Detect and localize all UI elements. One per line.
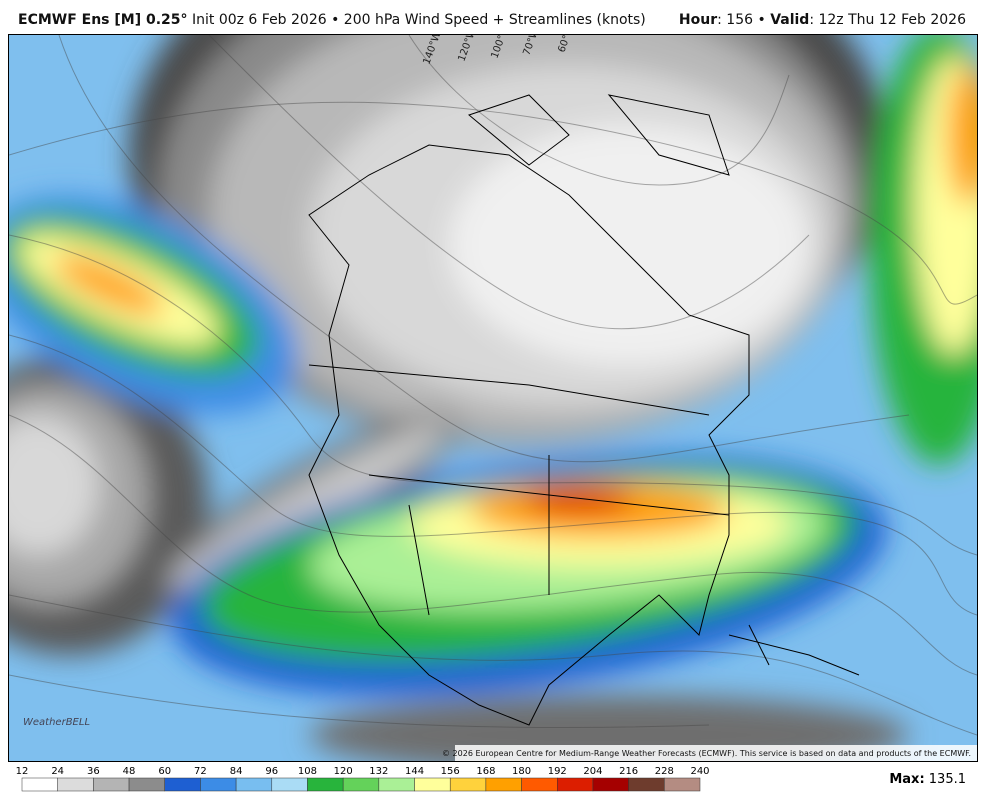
hour-value: : 156 • <box>717 12 766 28</box>
map: 140°W 120°W 100°W 70°W 60°W WeatherBELL © 20… <box>8 34 978 762</box>
colorbar-label: 156 <box>441 766 460 777</box>
color-swatch <box>93 777 130 792</box>
max: Max: 135.1 <box>889 772 966 787</box>
colorbar-label: 48 <box>123 766 136 777</box>
copyright: © 2026 European Centre for Medium-Range … <box>442 749 971 758</box>
max-label: Max: <box>889 772 925 787</box>
colorbar-label: 84 <box>230 766 243 777</box>
max-value: 135.1 <box>928 772 966 787</box>
copyright-bg <box>455 745 977 761</box>
color-swatch <box>521 777 558 792</box>
color-swatch <box>628 777 665 792</box>
colorbar-label: 12 <box>16 766 29 777</box>
colorbar-label: 216 <box>619 766 638 777</box>
description: Init 00z 6 Feb 2026 • 200 hPa Wind Speed… <box>191 12 646 28</box>
logo: WeatherBELL <box>23 717 90 728</box>
colorbar-label: 108 <box>298 766 317 777</box>
coastlines <box>308 94 860 726</box>
color-swatch <box>557 777 594 792</box>
color-swatch <box>592 777 629 792</box>
colorbar-label: 180 <box>512 766 531 777</box>
colorbar-label: 60 <box>158 766 171 777</box>
colorbar-label: 240 <box>690 766 709 777</box>
colorbar-label: 72 <box>194 766 207 777</box>
color-swatch <box>449 777 487 792</box>
colorbar-label: 168 <box>476 766 495 777</box>
color-swatch <box>414 777 451 792</box>
hour-label: Hour <box>678 12 718 28</box>
color-swatch <box>307 777 344 792</box>
colorbar-label: 36 <box>87 766 100 777</box>
color-swatch <box>57 777 94 792</box>
color-swatch <box>164 777 201 792</box>
color-swatch <box>378 777 415 792</box>
color-swatch <box>664 777 701 792</box>
title: ECMWF Ens [M] 0.25° Init 00z 6 Feb 2026 … <box>18 12 646 28</box>
color-swatch <box>485 777 522 792</box>
colorbar-label: 24 <box>51 766 64 777</box>
color-swatch <box>21 777 58 792</box>
model: ECMWF Ens [M] 0.25° <box>18 12 188 28</box>
colorbar-label: 204 <box>583 766 602 777</box>
colorbar-label: 228 <box>655 766 674 777</box>
wind-field <box>9 35 977 761</box>
color-swatch <box>128 777 165 792</box>
colorbar: 12 24 36 48 60 72 84 96 108 120 132 144 156 168 180 192… <box>16 766 710 792</box>
colorbar-label: 192 <box>548 766 567 777</box>
colorbar-label: 96 <box>265 766 278 777</box>
colorbar-label: 144 <box>405 766 424 777</box>
color-swatch <box>200 777 237 792</box>
color-swatch <box>235 777 273 792</box>
color-swatch <box>271 777 308 792</box>
color-swatch <box>342 777 380 792</box>
colorbar-label: 132 <box>369 766 388 777</box>
colorbar-label: 120 <box>334 766 353 777</box>
valid-info: Hour: 156 • Valid: 12z Thu 12 Feb 2026 <box>679 12 966 28</box>
valid-label: Valid <box>770 12 810 28</box>
valid-value: : 12z Thu 12 Feb 2026 <box>809 12 966 28</box>
